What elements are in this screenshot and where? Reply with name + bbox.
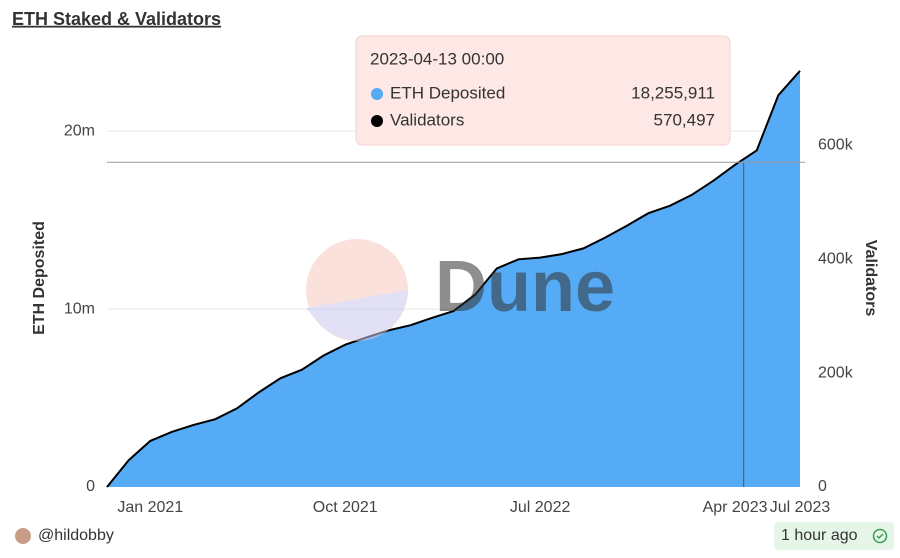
area — [107, 70, 800, 487]
check-icon — [872, 528, 888, 544]
tooltip-series-name: Validators — [390, 110, 464, 129]
y2-tick-label: 200k — [818, 364, 854, 381]
tooltip-box — [355, 35, 731, 146]
watermark-text: Dune — [435, 247, 615, 327]
y-tick-label: 10m — [64, 300, 95, 317]
y-axis-label: ETH Deposited — [31, 221, 48, 335]
footer: @hildobby 1 hour ago — [15, 522, 894, 550]
tooltip-value: 18,255,911 — [631, 83, 715, 102]
updated-text: 1 hour ago — [781, 527, 858, 544]
check-mark — [876, 533, 884, 540]
tooltip-series-name: ETH Deposited — [390, 83, 505, 102]
tooltip: 2023-04-13 00:00 ETH Deposited 18,255,91… — [355, 35, 731, 146]
y2-tick-label: 600k — [818, 137, 854, 154]
tooltip-date: 2023-04-13 00:00 — [370, 49, 504, 68]
watermark-logo-part — [306, 290, 408, 341]
line — [106, 70, 801, 488]
author-avatar — [15, 528, 31, 544]
tooltip-value: 570,497 — [654, 110, 715, 129]
x-tick-label: Oct 2021 — [313, 499, 378, 516]
tooltip-dot — [371, 115, 383, 127]
y-tick-label: 20m — [64, 122, 95, 139]
x-tick-label: Jan 2021 — [117, 499, 183, 516]
chart-title: ETH Staked & Validators — [12, 9, 221, 29]
author[interactable]: @hildobby — [38, 527, 114, 544]
y2-tick-label: 400k — [818, 250, 854, 267]
x-tick-label: Apr 2023 — [703, 499, 768, 516]
x-tick-label: Jul 2022 — [510, 499, 571, 516]
watermark: Dune — [306, 239, 615, 341]
y2-axis-label: Validators — [862, 240, 879, 317]
y-tick-label: 0 — [86, 478, 95, 495]
updated-badge — [774, 522, 894, 550]
crosshair — [107, 161, 805, 487]
y2-tick-label: 0 — [818, 478, 827, 495]
tooltip-dot — [371, 88, 383, 100]
plot — [106, 70, 801, 488]
x-tick-label: Jul 2023 — [770, 499, 831, 516]
